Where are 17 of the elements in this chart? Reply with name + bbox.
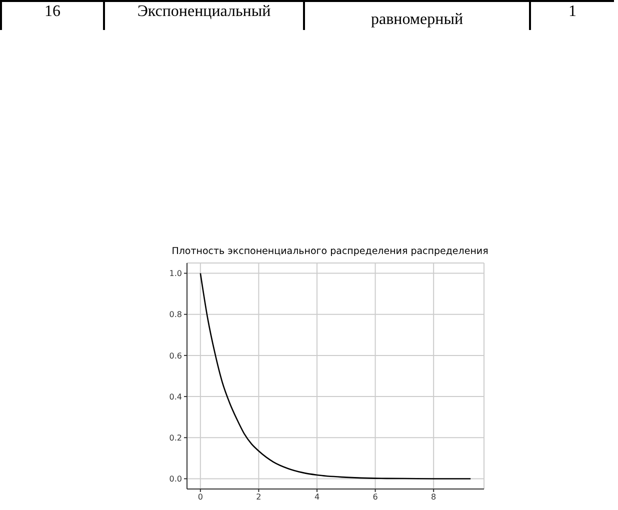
- y-tick-label: 0.0: [169, 474, 182, 484]
- x-tick-label: 8: [431, 492, 436, 502]
- chart-title: Плотность экспоненциального распределения распределения: [170, 246, 490, 257]
- x-tick-label: 2: [256, 492, 262, 502]
- text: 1: [568, 2, 578, 22]
- y-tick-label: 0.2: [169, 433, 182, 442]
- y-tick-label: 0.6: [169, 351, 182, 360]
- y-tick-label: 0.8: [169, 310, 182, 320]
- y-tick-label: 1.0: [169, 269, 182, 278]
- x-tick-label: 0: [198, 492, 203, 502]
- line-series: [200, 272, 472, 480]
- text: равномерный: [305, 2, 531, 30]
- text: Экспоненциальный: [105, 2, 305, 30]
- x-tick-label: 4: [314, 492, 320, 502]
- x-tick-label: 6: [372, 492, 378, 502]
- y-tick-label: 0.4: [169, 392, 182, 402]
- text: 16: [0, 2, 105, 30]
